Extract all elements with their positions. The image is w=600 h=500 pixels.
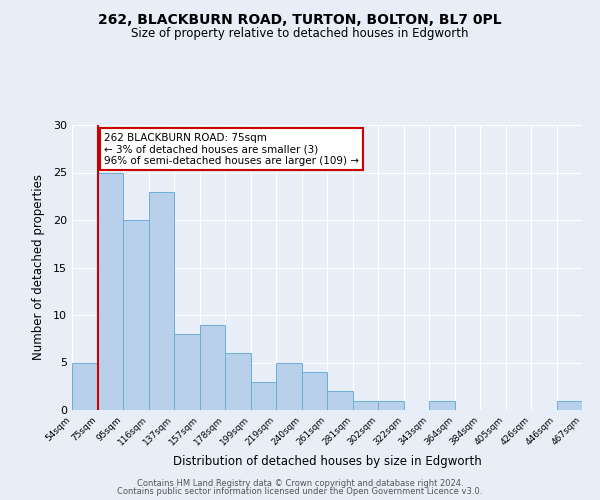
Bar [149,192,174,410]
Bar [199,324,225,410]
Bar [557,400,582,410]
X-axis label: Distribution of detached houses by size in Edgworth: Distribution of detached houses by size … [173,456,481,468]
Bar [276,362,302,410]
Text: 262 BLACKBURN ROAD: 75sqm
← 3% of detached houses are smaller (3)
96% of semi-de: 262 BLACKBURN ROAD: 75sqm ← 3% of detach… [104,132,359,166]
Bar [174,334,199,410]
Bar [429,400,455,410]
Bar [251,382,276,410]
Text: Size of property relative to detached houses in Edgworth: Size of property relative to detached ho… [131,28,469,40]
Bar [225,353,251,410]
Y-axis label: Number of detached properties: Number of detached properties [32,174,44,360]
Bar [353,400,378,410]
Bar [327,391,353,410]
Text: Contains HM Land Registry data © Crown copyright and database right 2024.: Contains HM Land Registry data © Crown c… [137,478,463,488]
Bar [302,372,327,410]
Bar [72,362,97,410]
Bar [123,220,149,410]
Text: Contains public sector information licensed under the Open Government Licence v3: Contains public sector information licen… [118,487,482,496]
Bar [97,172,123,410]
Text: 262, BLACKBURN ROAD, TURTON, BOLTON, BL7 0PL: 262, BLACKBURN ROAD, TURTON, BOLTON, BL7… [98,12,502,26]
Bar [378,400,404,410]
